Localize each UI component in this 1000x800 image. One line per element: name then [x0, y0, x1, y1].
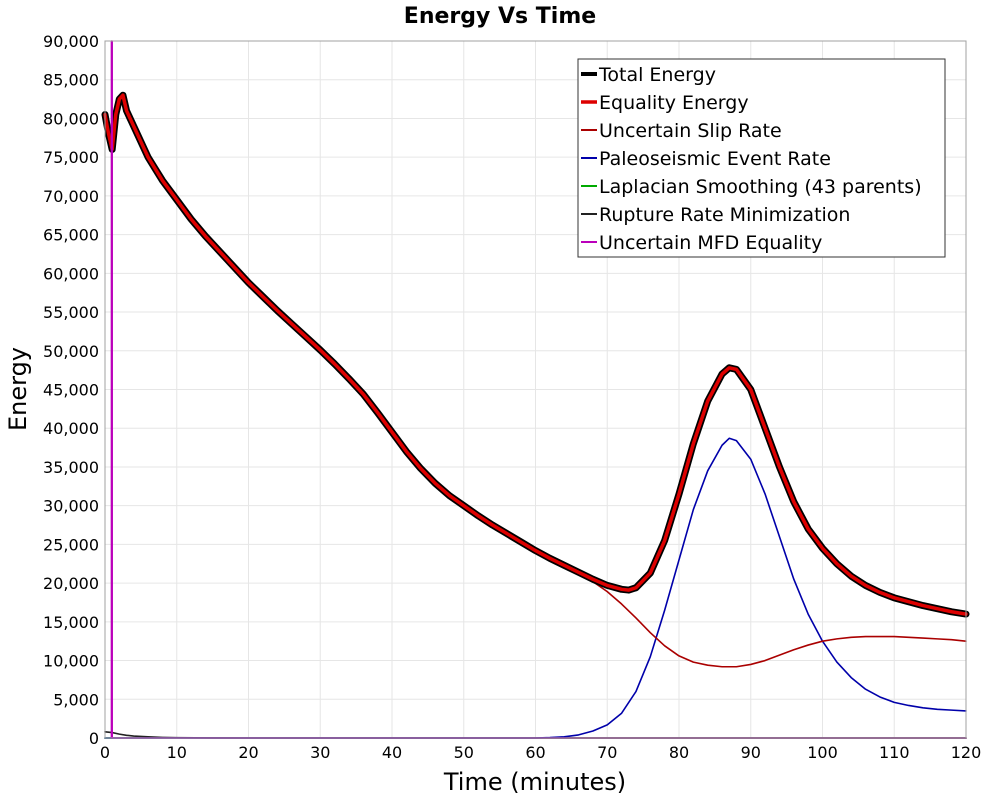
y-tick-label: 0 — [89, 729, 99, 748]
x-tick-label: 0 — [100, 743, 110, 762]
x-tick-label: 100 — [807, 743, 838, 762]
legend-label-uncertain-slip-rate: Uncertain Slip Rate — [599, 120, 782, 142]
y-tick-label: 50,000 — [43, 342, 99, 361]
y-tick-label: 10,000 — [43, 652, 99, 671]
legend-box — [577, 58, 946, 258]
x-tick-label: 110 — [879, 743, 910, 762]
y-tick-label: 35,000 — [43, 458, 99, 477]
x-tick-label: 40 — [382, 743, 402, 762]
x-tick-label: 20 — [238, 743, 258, 762]
legend-items: Total Energy Equality Energy Uncertain Sli… — [581, 64, 922, 254]
y-tick-label: 60,000 — [43, 264, 99, 283]
x-tick-label: 70 — [597, 743, 617, 762]
x-tick-label: 90 — [741, 743, 761, 762]
y-tick-label: 40,000 — [43, 419, 99, 438]
legend-label-equality-energy: Equality Energy — [599, 92, 749, 114]
x-tick-label: 10 — [167, 743, 187, 762]
y-tick-label: 25,000 — [43, 535, 99, 554]
y-tick-label: 45,000 — [43, 381, 99, 400]
legend: Total Energy Equality Energy Uncertain Sli… — [577, 58, 946, 258]
plot-border — [104, 40, 967, 739]
x-tick-label: 30 — [310, 743, 330, 762]
y-tick-label: 80,000 — [43, 109, 99, 128]
legend-label-laplacian-smoothing-43-parents: Laplacian Smoothing (43 parents) — [599, 176, 922, 198]
y-tick-label: 15,000 — [43, 613, 99, 632]
x-tick-label: 120 — [951, 743, 982, 762]
y-axis-label: Energy — [4, 347, 32, 431]
legend-label-rupture-rate-minimization: Rupture Rate Minimization — [599, 204, 850, 226]
chart-title: Energy Vs Time — [404, 4, 596, 29]
legend-label-uncertain-mfd-equality: Uncertain MFD Equality — [599, 232, 822, 254]
legend-label-total-energy: Total Energy — [598, 64, 716, 86]
series-line-equality-energy — [103, 93, 968, 616]
y-tick-label: 20,000 — [43, 574, 99, 593]
legend-label-paleoseismic-event-rate: Paleoseismic Event Rate — [599, 148, 831, 170]
y-tick-label: 55,000 — [43, 303, 99, 322]
x-tick-label: 50 — [454, 743, 474, 762]
y-tick-label: 30,000 — [43, 497, 99, 516]
x-axis-label: Time (minutes) — [443, 768, 626, 796]
axis-ticks: 0 10 20 30 40 50 60 70 80 90 100 110 120 0 5,000 10,000… — [43, 32, 981, 762]
x-tick-label: 60 — [525, 743, 545, 762]
y-tick-label: 90,000 — [43, 32, 99, 51]
x-tick-label: 80 — [669, 743, 689, 762]
y-tick-label: 70,000 — [43, 187, 99, 206]
y-tick-label: 65,000 — [43, 226, 99, 245]
y-tick-label: 75,000 — [43, 148, 99, 167]
y-tick-label: 5,000 — [53, 690, 99, 709]
y-tick-label: 85,000 — [43, 71, 99, 90]
